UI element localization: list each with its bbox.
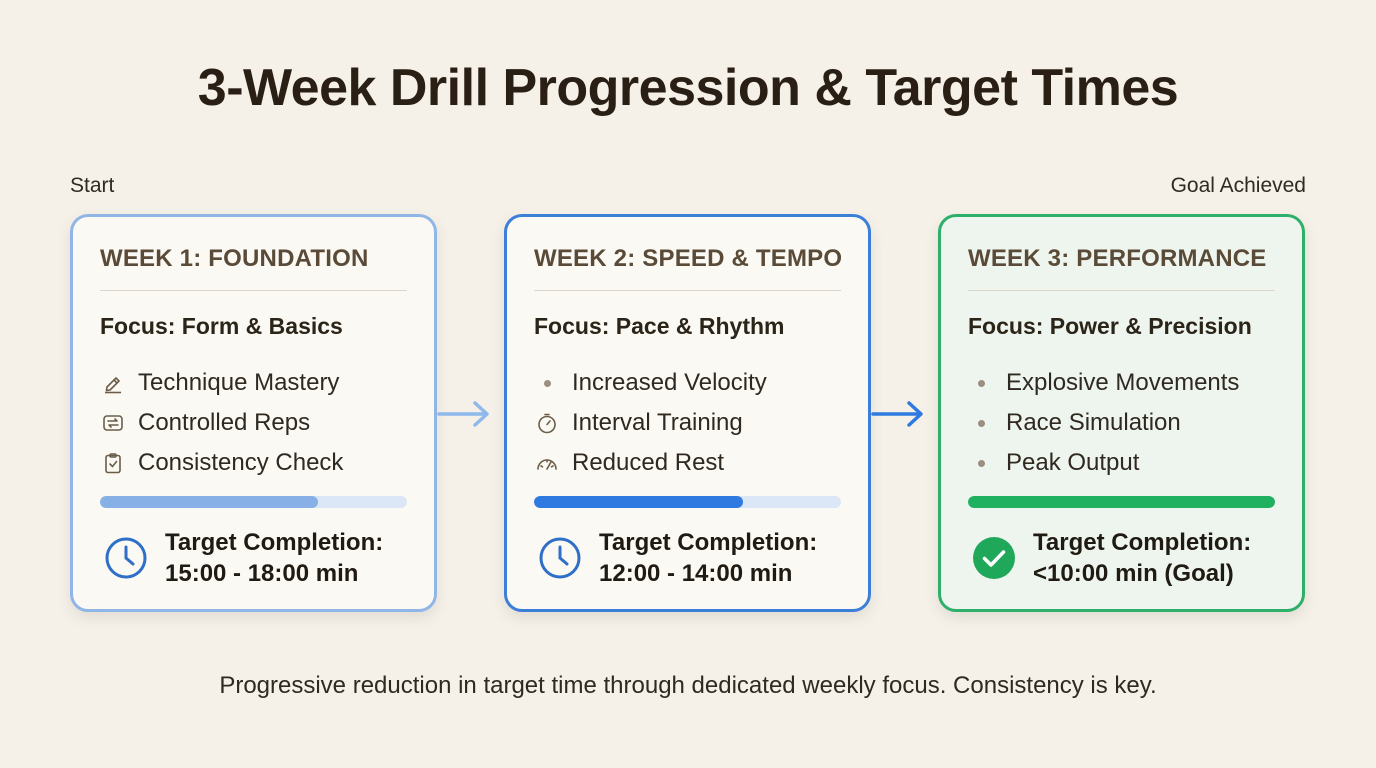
clock-icon <box>537 535 583 581</box>
week-3-focus: Focus: Power & Precision <box>968 313 1252 339</box>
target-completion: Target Completion: 15:00 - 18:00 min <box>103 527 383 589</box>
arrow-right-icon <box>871 401 923 427</box>
divider <box>100 290 407 291</box>
target-label: Target Completion: <box>1033 529 1252 556</box>
progress-fill <box>100 496 318 508</box>
bullet-dot-icon <box>968 450 994 476</box>
item-label: Increased Velocity <box>572 369 767 396</box>
list-item: Interval Training <box>534 403 844 443</box>
item-label: Explosive Movements <box>1006 369 1240 396</box>
item-label: Technique Mastery <box>138 369 340 396</box>
list-item: Increased Velocity <box>534 363 844 403</box>
week-3-card: WEEK 3: PERFORMANCE Focus: Power & Preci… <box>938 214 1305 612</box>
pencil-icon <box>100 370 126 396</box>
check-circle-icon <box>971 535 1017 581</box>
week-3-title: WEEK 3: PERFORMANCE <box>968 245 1267 272</box>
item-label: Controlled Reps <box>138 409 311 436</box>
target-completion: Target Completion: <10:00 min (Goal) <box>971 527 1251 589</box>
clock-icon <box>103 535 149 581</box>
item-label: Peak Output <box>1006 449 1140 476</box>
footer-caption: Progressive reduction in target time thr… <box>219 672 1157 699</box>
progress-bar <box>100 496 407 508</box>
target-value: <10:00 min (Goal) <box>1033 560 1234 587</box>
bullet-dot-icon <box>968 370 994 396</box>
stopwatch-icon <box>534 410 560 436</box>
week-2-card: WEEK 2: SPEED & TEMPO Focus: Pace & Rhyt… <box>504 214 871 612</box>
list-item: Controlled Reps <box>100 403 410 443</box>
goal-label: Goal Achieved <box>1170 174 1306 197</box>
list-item: Race Simulation <box>968 403 1278 443</box>
start-label: Start <box>70 174 115 197</box>
divider <box>968 290 1275 291</box>
week-1-card: WEEK 1: FOUNDATION Focus: Form & Basics … <box>70 214 437 612</box>
list-item: Technique Mastery <box>100 363 410 403</box>
bullet-dot-icon <box>534 370 560 396</box>
bullet-dot-icon <box>968 410 994 436</box>
week-1-title: WEEK 1: FOUNDATION <box>100 245 369 272</box>
item-label: Interval Training <box>572 409 743 436</box>
clipboard-check-icon <box>100 450 126 476</box>
week-1-focus: Focus: Form & Basics <box>100 313 343 339</box>
progress-bar <box>968 496 1275 508</box>
progress-fill <box>534 496 743 508</box>
week-2-title: WEEK 2: SPEED & TEMPO <box>534 245 843 272</box>
item-label: Reduced Rest <box>572 449 725 476</box>
week-2-focus: Focus: Pace & Rhythm <box>534 313 785 339</box>
list-item: Peak Output <box>968 443 1278 483</box>
arrow-right-icon <box>437 401 489 427</box>
repeat-icon <box>100 410 126 436</box>
target-value: 15:00 - 18:00 min <box>165 560 359 587</box>
list-item: Explosive Movements <box>968 363 1278 403</box>
item-label: Race Simulation <box>1006 409 1181 436</box>
target-completion: Target Completion: 12:00 - 14:00 min <box>537 527 817 589</box>
page-title: 3-Week Drill Progression & Target Times <box>197 59 1179 117</box>
speedometer-icon <box>534 450 560 476</box>
progress-bar <box>534 496 841 508</box>
list-item: Consistency Check <box>100 443 410 483</box>
target-label: Target Completion: <box>165 529 384 556</box>
item-label: Consistency Check <box>138 449 344 476</box>
divider <box>534 290 841 291</box>
list-item: Reduced Rest <box>534 443 844 483</box>
progress-fill <box>968 496 1275 508</box>
target-value: 12:00 - 14:00 min <box>599 560 793 587</box>
target-label: Target Completion: <box>599 529 818 556</box>
